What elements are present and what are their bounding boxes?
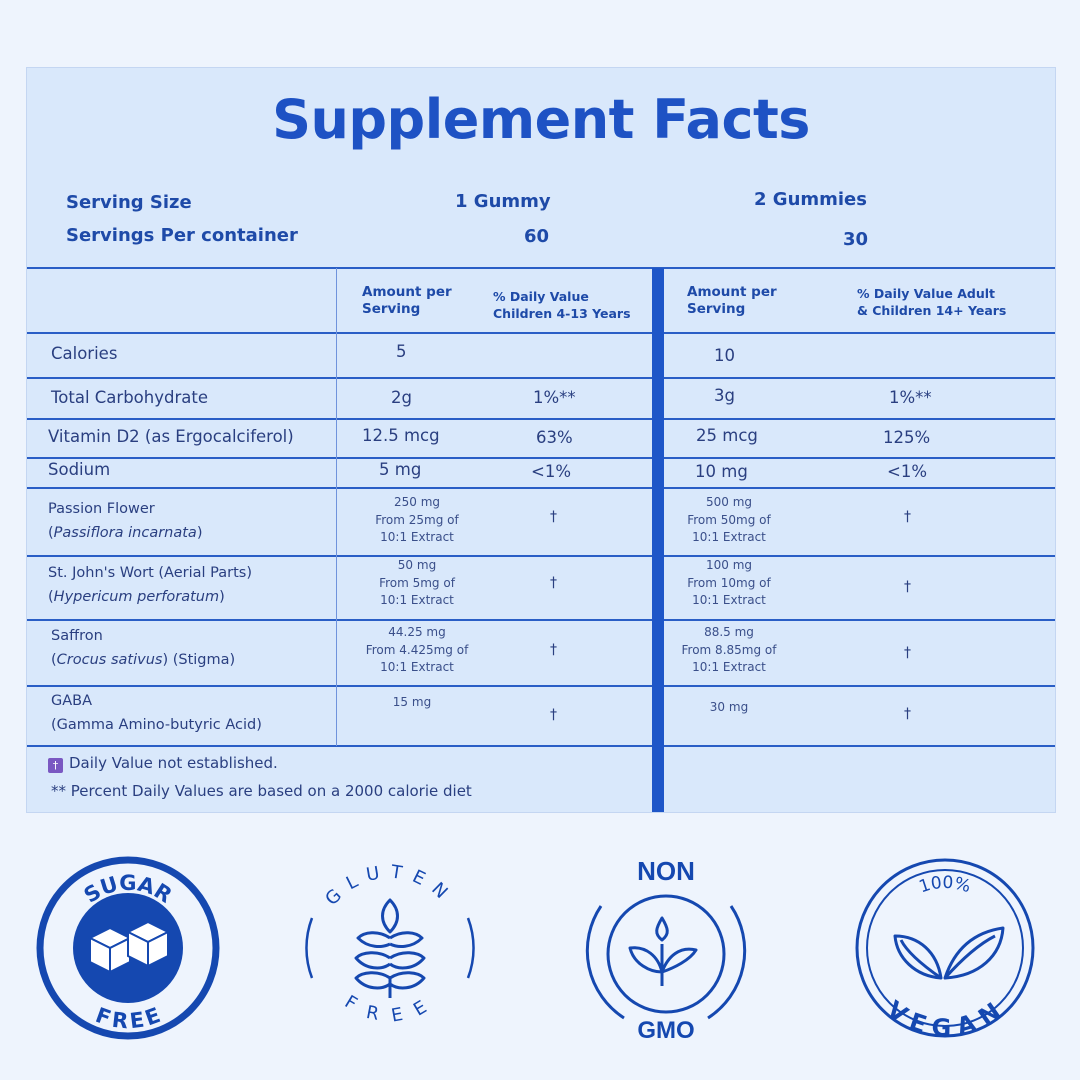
herb-dv-1: † xyxy=(550,575,557,591)
col-header-amount-2: Amount per Serving xyxy=(687,284,777,317)
row-amount-1: 5 mg xyxy=(379,460,422,479)
percent-footnote: ** Percent Daily Values are based on a 2… xyxy=(51,782,472,800)
col2-serving-size: 2 Gummies xyxy=(754,189,867,210)
row-amount-2: 10 xyxy=(714,346,735,365)
page-title: Supplement Facts xyxy=(272,88,810,151)
gaba-name: GABA (Gamma Amino-butyric Acid) xyxy=(51,693,262,733)
header-rule xyxy=(27,332,1055,334)
row-rule xyxy=(27,555,1055,557)
row-dv-2: 125% xyxy=(883,428,931,447)
row-rule xyxy=(27,745,1055,747)
sprout-drop-icon xyxy=(628,916,698,986)
row-amount-2: 10 mg xyxy=(695,462,748,481)
row-rule xyxy=(27,377,1055,379)
row-dv-1: 63% xyxy=(536,428,573,447)
gaba-dv-1: † xyxy=(550,707,557,723)
herb-amount-1: 50 mg From 5mg of 10:1 Extract xyxy=(379,558,455,607)
col-header-dv-children: % Daily Value Children 4-13 Years xyxy=(493,289,631,321)
row-rule xyxy=(27,685,1055,687)
row-rule xyxy=(27,487,1055,489)
row-rule xyxy=(27,619,1055,621)
row-dv-2: <1% xyxy=(887,462,928,481)
table-top-rule xyxy=(27,267,1055,269)
col1-servings-count: 60 xyxy=(524,226,550,247)
row-amount-2: 3g xyxy=(714,386,735,405)
dagger-footnote: † Daily Value not established. xyxy=(48,754,278,773)
herb-name: Saffron (Crocus sativus) (Stigma) xyxy=(51,628,236,668)
herb-dv-2: † xyxy=(904,579,911,595)
sugar-badge-bottom-text: FREE xyxy=(92,1003,163,1033)
gluten-badge-top-text: GLUTEN xyxy=(321,861,458,910)
row-amount-2: 25 mcg xyxy=(696,426,758,445)
herb-dv-1: † xyxy=(550,642,557,658)
herb-amount-1: 44.25 mg From 4.425mg of 10:1 Extract xyxy=(365,625,469,674)
non-gmo-badge: NON GMO xyxy=(585,856,747,1044)
vegan-badge-top-text: 100% xyxy=(917,873,973,898)
row-name: Total Carbohydrate xyxy=(51,388,208,407)
wheat-icon xyxy=(354,898,426,998)
row-dv-1: <1% xyxy=(531,462,572,481)
col2-servings-count: 30 xyxy=(843,229,869,250)
herb-amount-2: 100 mg From 10mg of 10:1 Extract xyxy=(687,558,771,607)
column-rule xyxy=(336,268,337,746)
row-rule xyxy=(27,418,1055,420)
col-header-amount-1: Amount per Serving xyxy=(362,284,452,317)
row-amount-1: 5 xyxy=(396,342,407,361)
row-amount-1: 12.5 mcg xyxy=(362,426,440,445)
herb-name: St. John's Wort (Aerial Parts) (Hypericu… xyxy=(48,565,252,605)
herb-dv-1: † xyxy=(550,509,557,525)
sugar-free-badge: SUGAR FREE xyxy=(36,856,220,1040)
gmo-badge-bottom-text: GMO xyxy=(637,1017,694,1044)
serving-size-label: Serving Size xyxy=(66,192,192,213)
servings-per-container-label: Servings Per container xyxy=(66,225,298,246)
dagger-icon: † xyxy=(48,758,63,773)
gaba-amount-1: 15 mg xyxy=(392,695,432,709)
row-dv-2: 1%** xyxy=(889,388,932,407)
vegan-badge-bottom-text: VEGAN xyxy=(882,995,1008,1042)
herb-name: Passion Flower (Passiflora incarnata) xyxy=(48,501,203,541)
row-dv-1: 1%** xyxy=(533,388,576,407)
gaba-amount-2: 30 mg xyxy=(709,700,749,714)
vegan-badge: 100% VEGAN xyxy=(855,858,1035,1042)
row-name: Vitamin D2 (as Ergocalciferol) xyxy=(48,427,294,446)
row-rule xyxy=(27,457,1055,459)
row-amount-1: 2g xyxy=(391,388,412,407)
gluten-free-badge: GLUTEN FREE xyxy=(305,861,475,1027)
herb-amount-2: 88.5 mg From 8.85mg of 10:1 Extract xyxy=(681,625,777,674)
herb-dv-2: † xyxy=(904,645,911,661)
sugar-cubes-icon xyxy=(87,920,171,974)
col-header-dv-adult: % Daily Value Adult & Children 14+ Years xyxy=(857,286,1007,318)
herb-amount-1: 250 mg From 25mg of 10:1 Extract xyxy=(375,495,459,544)
col1-serving-size: 1 Gummy xyxy=(455,191,551,212)
leaves-icon xyxy=(893,926,1005,980)
herb-amount-2: 500 mg From 50mg of 10:1 Extract xyxy=(687,495,771,544)
column-divider xyxy=(652,268,664,812)
row-name: Calories xyxy=(51,344,118,363)
herb-dv-2: † xyxy=(904,509,911,525)
row-name: Sodium xyxy=(48,460,111,479)
gmo-badge-top-text: NON xyxy=(637,856,695,886)
gaba-dv-2: † xyxy=(904,706,911,722)
supplement-facts-panel: Supplement Facts Serving Size Servings P… xyxy=(26,67,1056,813)
